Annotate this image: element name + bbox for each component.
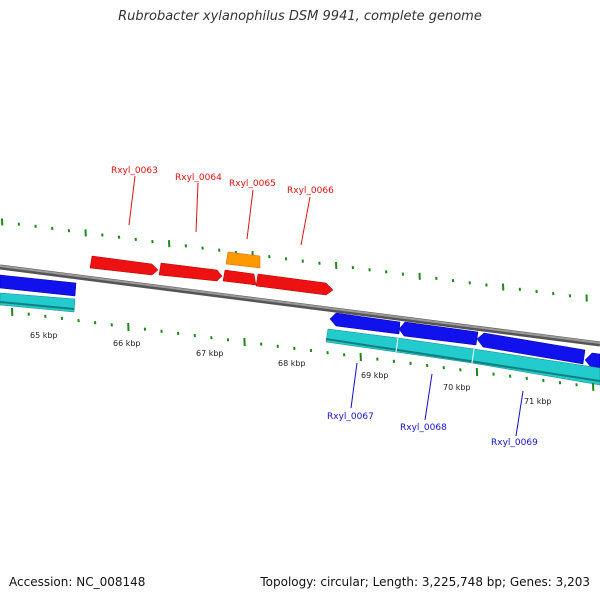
leader-line-0063 xyxy=(128,175,136,226)
reverse-genes xyxy=(0,274,600,369)
gene-rxyl-0069[interactable] xyxy=(476,332,586,365)
leader-line-0064 xyxy=(195,182,199,233)
kbp-label: 71 kbp xyxy=(524,397,552,406)
gene-rxyl-0065-orange[interactable] xyxy=(225,251,261,269)
gene-rxyl-0063[interactable] xyxy=(89,255,159,276)
gene-rxyl-0066[interactable] xyxy=(255,273,334,296)
cds-band-right-edge xyxy=(325,338,600,382)
kbp-label: 66 kbp xyxy=(113,339,141,348)
kbp-label: 68 kbp xyxy=(278,359,306,368)
accession-text: Accession: NC_008148 xyxy=(9,575,146,589)
gene-label-rxyl-0063[interactable]: Rxyl_0063 xyxy=(111,166,158,176)
forward-gene-labels: Rxyl_0063 Rxyl_0064 Rxyl_0065 Rxyl_0066 xyxy=(111,166,334,246)
topology-text: Topology: circular; Length: 3,225,748 bp… xyxy=(260,575,590,589)
gene-label-rxyl-0064[interactable]: Rxyl_0064 xyxy=(175,173,222,183)
gene-label-rxyl-0068[interactable]: Rxyl_0068 xyxy=(400,423,447,433)
forward-genes xyxy=(89,251,334,296)
kbp-label: 67 kbp xyxy=(196,349,224,358)
leader-line-0067 xyxy=(350,362,358,409)
kbp-label: 65 kbp xyxy=(30,331,58,340)
leader-line-0065 xyxy=(246,189,254,240)
gene-rxyl-0065[interactable] xyxy=(222,269,257,286)
cds-divider-1 xyxy=(395,337,399,353)
gene-rxyl-0067[interactable] xyxy=(329,312,401,335)
backbone-line-highlight xyxy=(0,265,600,344)
kbp-label: 69 kbp xyxy=(361,371,389,380)
inner-tick-ring xyxy=(11,307,595,391)
gene-label-rxyl-0069[interactable]: Rxyl_0069 xyxy=(491,438,538,448)
gene-right-blue[interactable] xyxy=(584,352,600,369)
kbp-labels: 65 kbp 66 kbp 67 kbp 68 kbp 69 kbp 70 kb… xyxy=(30,331,552,406)
cds-divider-2 xyxy=(471,348,475,364)
cds-band-left-edge xyxy=(0,301,75,310)
gene-left-blue[interactable] xyxy=(0,274,77,297)
leader-line-0068 xyxy=(424,373,433,421)
gene-label-rxyl-0067[interactable]: Rxyl_0067 xyxy=(327,412,374,422)
gene-label-rxyl-0066[interactable]: Rxyl_0066 xyxy=(287,186,334,196)
genome-title: Rubrobacter xylanophilus DSM 9941, compl… xyxy=(118,9,482,24)
kbp-label: 70 kbp xyxy=(443,383,471,392)
gene-rxyl-0068[interactable] xyxy=(398,321,479,346)
leader-line-0066 xyxy=(300,196,311,246)
reverse-gene-labels: Rxyl_0067 Rxyl_0068 Rxyl_0069 xyxy=(327,362,538,448)
cds-bands xyxy=(0,292,600,386)
gene-rxyl-0064[interactable] xyxy=(158,262,223,282)
gene-label-rxyl-0065[interactable]: Rxyl_0065 xyxy=(229,179,276,189)
leader-line-0069 xyxy=(515,390,524,437)
